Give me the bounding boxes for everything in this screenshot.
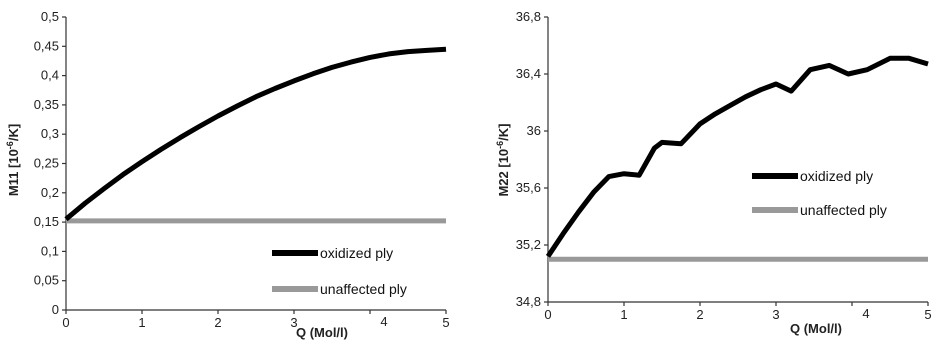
y-tick-label: 0,35 [34, 97, 59, 112]
series-line-oxidized-ply [545, 55, 929, 258]
y-tick-label: 35,2 [516, 237, 541, 252]
y-tick-label: 0,3 [41, 126, 59, 141]
y-tick-label: 0 [52, 302, 59, 317]
x-tick-label: 2 [214, 315, 221, 330]
y-tick-label: 35,6 [516, 180, 541, 195]
chart-2: 34,8 35,2 35,6 36 36,4 36,8 0 1 2 3 4 5 M22 [10-6/K]… [495, 9, 932, 336]
y-tick-label: 34,8 [516, 294, 541, 309]
x-tick-label: 0 [544, 307, 551, 322]
y-tick-label: 0,15 [34, 214, 59, 229]
y-tick-label: 0,25 [34, 156, 59, 171]
y-tick-label: 0,1 [41, 243, 59, 258]
x-tick-label: 3 [290, 315, 297, 330]
y-tick-label: 0,05 [34, 273, 59, 288]
y-axis-title: M22 [10-6/K] [495, 123, 511, 196]
x-tick-label: 4 [380, 314, 387, 329]
legend-label: unaffected ply [320, 281, 407, 297]
legend-label: unaffected ply [800, 202, 887, 218]
x-axis-title: Q (Mol/l) [790, 321, 842, 336]
y-tick-label: 0,4 [41, 68, 59, 83]
series-line-oxidized-ply [64, 46, 447, 222]
x-axis-title: Q (Mol/l) [296, 325, 348, 340]
chart-1: 0 0,05 0,1 0,15 0,2 0,25 0,3 0,35 0,4 0,45 0,5 0 1 2 3… [5, 9, 450, 340]
legend-label: oxidized ply [800, 168, 873, 184]
x-tick-label: 4 [862, 306, 869, 321]
x-tick-label: 1 [620, 307, 627, 322]
y-tick-label: 0,45 [34, 38, 59, 53]
x-tick-label: 1 [138, 315, 145, 330]
x-tick-label: 0 [62, 315, 69, 330]
y-tick-label: 36,8 [516, 9, 541, 24]
y-tick-label: 36,4 [516, 66, 541, 81]
y-tick-label: 0,5 [41, 9, 59, 24]
legend-label: oxidized ply [320, 245, 393, 261]
y-tick-label: 36 [527, 123, 541, 138]
y-tick-label: 0,2 [41, 185, 59, 200]
x-tick-label: 5 [442, 315, 449, 330]
x-tick-label: 5 [924, 307, 931, 322]
x-tick-label: 2 [696, 307, 703, 322]
x-tick-label: 3 [772, 307, 779, 322]
y-axis-title: M11 [10-6/K] [5, 124, 21, 196]
